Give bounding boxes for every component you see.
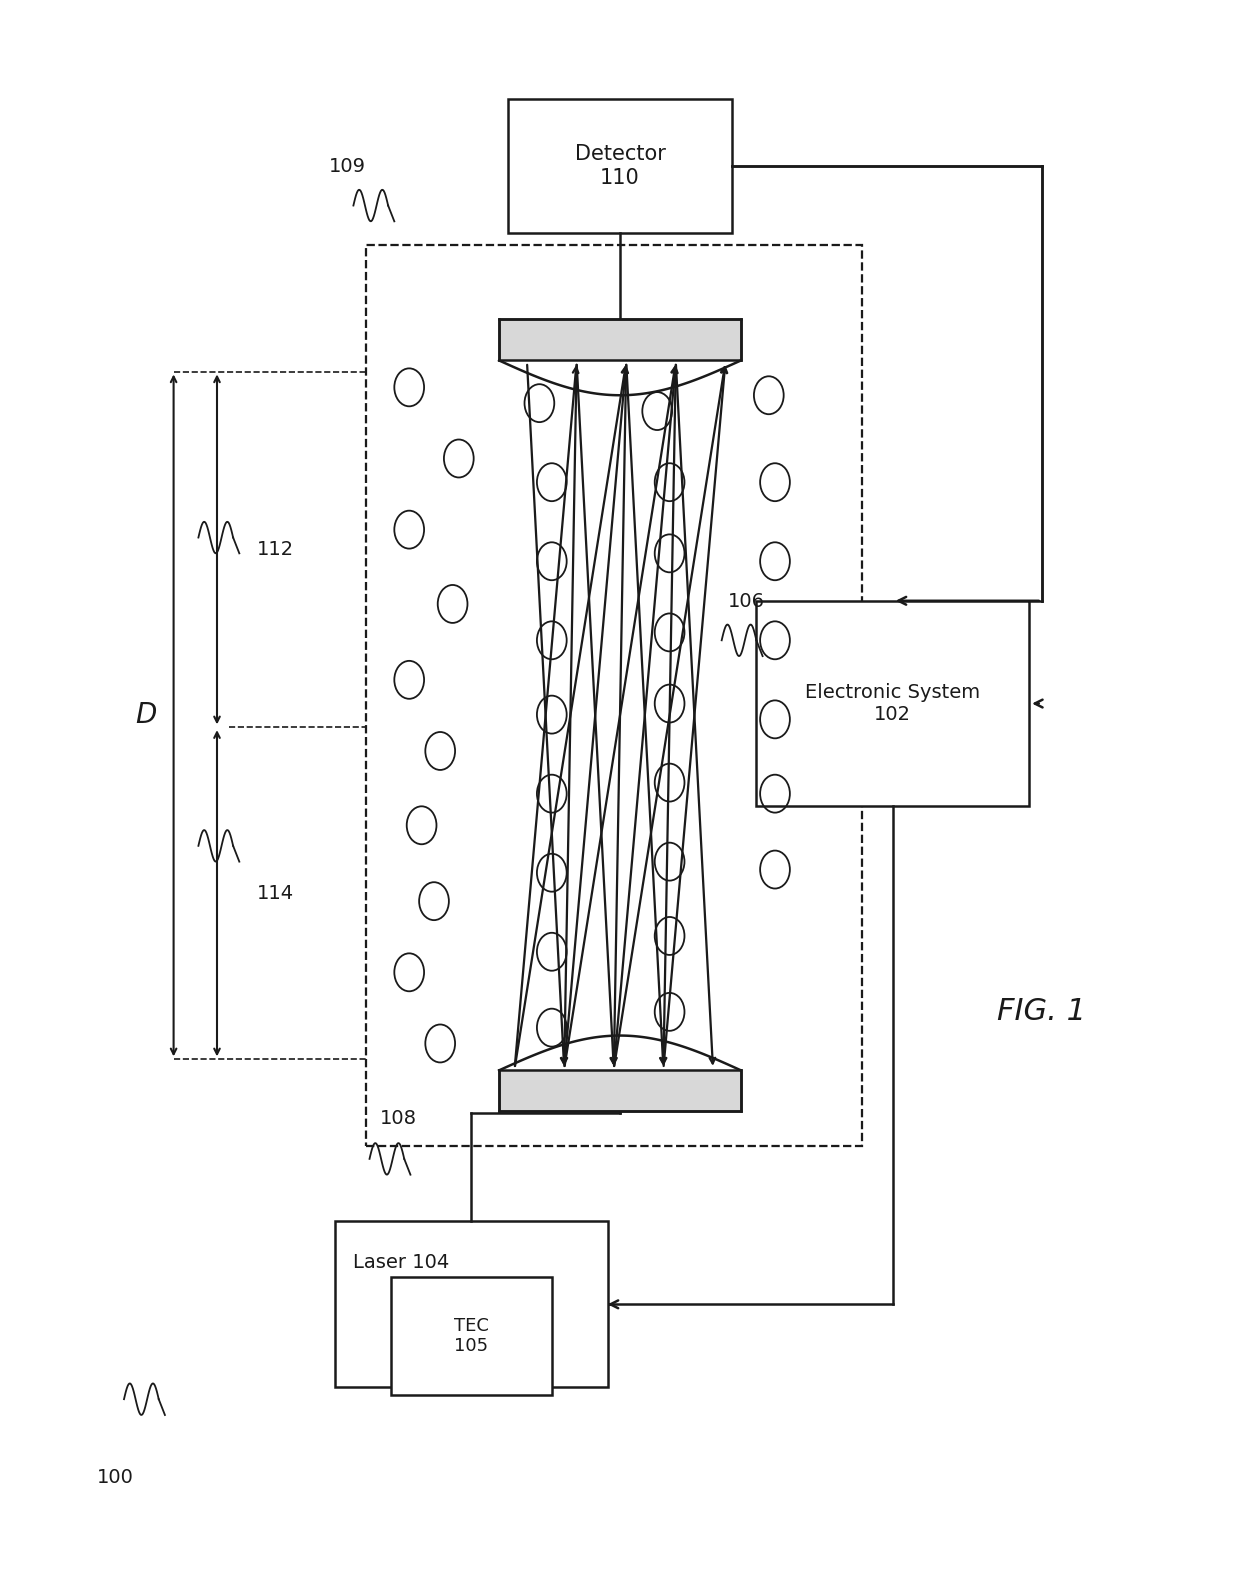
- Bar: [498, 319, 740, 360]
- Text: 100: 100: [97, 1469, 134, 1488]
- Text: TEC
105: TEC 105: [454, 1317, 489, 1355]
- Bar: [391, 1277, 552, 1396]
- Bar: [366, 245, 862, 1146]
- Text: FIG. 1: FIG. 1: [997, 998, 1086, 1026]
- Text: Electronic System
102: Electronic System 102: [805, 683, 981, 724]
- Bar: [498, 1070, 740, 1111]
- Text: 108: 108: [379, 1110, 417, 1129]
- Text: Detector
110: Detector 110: [574, 144, 666, 188]
- Text: 114: 114: [257, 884, 294, 903]
- Text: 106: 106: [728, 593, 765, 612]
- Text: D: D: [135, 702, 157, 729]
- Bar: [756, 601, 1029, 806]
- Text: 112: 112: [257, 539, 294, 560]
- Text: Laser 104: Laser 104: [353, 1254, 450, 1273]
- Bar: [508, 98, 732, 232]
- Text: 109: 109: [329, 158, 366, 177]
- Bar: [335, 1221, 608, 1388]
